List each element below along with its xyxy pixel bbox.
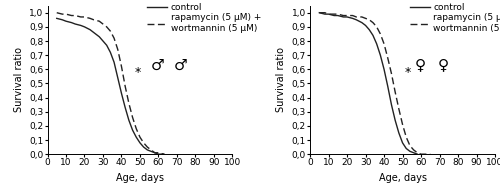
Text: *: * xyxy=(135,66,141,79)
Legend: control, rapamycin (5 μM) +
wortmannin (5 μM): control, rapamycin (5 μM) + wortmannin (… xyxy=(410,3,500,33)
Text: ♀: ♀ xyxy=(414,58,426,73)
X-axis label: Age, days: Age, days xyxy=(378,173,426,183)
Text: *: * xyxy=(405,66,411,79)
Text: ♂: ♂ xyxy=(174,58,188,73)
Y-axis label: Survival ratio: Survival ratio xyxy=(14,47,24,112)
Y-axis label: Survival ratio: Survival ratio xyxy=(276,47,286,112)
X-axis label: Age, days: Age, days xyxy=(116,173,164,183)
Text: ♀: ♀ xyxy=(438,58,449,73)
Legend: control, rapamycin (5 μM) +
wortmannin (5 μM): control, rapamycin (5 μM) + wortmannin (… xyxy=(148,3,261,33)
Text: ♂: ♂ xyxy=(150,58,164,73)
